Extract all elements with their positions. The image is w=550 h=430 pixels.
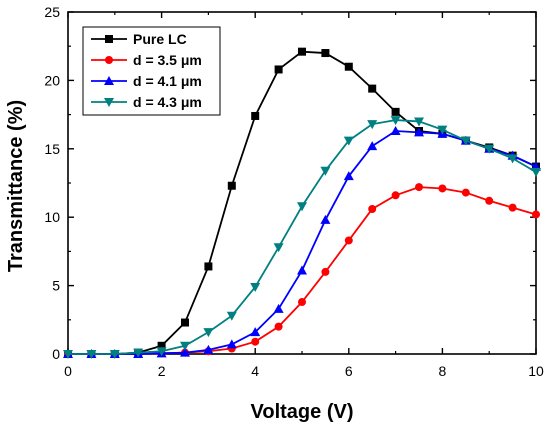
y-tick-label: 5: [52, 278, 60, 294]
data-point: [343, 171, 354, 181]
data-point: [181, 318, 189, 327]
y-tick-label: 10: [44, 209, 60, 225]
data-point: [437, 125, 448, 135]
x-tick-label: 8: [439, 363, 447, 379]
data-point: [391, 107, 400, 116]
data-point: [297, 202, 307, 212]
x-tick-label: 10: [528, 363, 544, 379]
y-tick-label: 20: [44, 72, 60, 88]
series-3: [63, 116, 541, 359]
legend-marker: [105, 35, 113, 43]
x-tick-label: 2: [158, 363, 166, 379]
legend-item: d = 4.1 μm: [91, 73, 202, 89]
data-point: [226, 311, 237, 321]
data-point: [251, 337, 260, 346]
data-point: [227, 181, 236, 190]
data-point: [390, 126, 401, 136]
data-point: [63, 350, 73, 359]
data-point: [226, 339, 237, 349]
x-tick-label: 0: [64, 363, 72, 379]
legend-marker: [105, 56, 113, 64]
data-point: [391, 191, 400, 200]
axes: 0 2 4 6 8 10 0 5 10 15 20 25: [44, 4, 544, 379]
data-point: [180, 341, 190, 351]
data-point: [157, 341, 166, 350]
data-point: [368, 204, 377, 213]
data-point: [298, 47, 306, 56]
data-point: [460, 136, 471, 146]
data-point: [156, 347, 167, 357]
x-tick-label: 4: [251, 363, 259, 379]
data-point: [250, 327, 261, 337]
y-axis-title: Transmittance (%): [5, 100, 27, 272]
series-2: [63, 126, 541, 358]
data-point: [344, 62, 353, 71]
data-point: [367, 120, 378, 130]
legend-label: Pure LC: [133, 31, 187, 47]
data-point: [507, 154, 518, 164]
y-tick-label: 25: [44, 4, 60, 20]
legend-item: d = 4.3 μm: [91, 94, 202, 110]
data-point: [273, 303, 284, 313]
legend-label: d = 4.1 μm: [133, 73, 202, 89]
x-tick-label: 6: [345, 363, 353, 379]
data-point: [203, 328, 214, 338]
y-tick-label: 15: [44, 141, 60, 157]
data-point: [321, 267, 330, 276]
data-point: [320, 166, 331, 176]
data-point: [344, 236, 353, 245]
legend-marker: [104, 98, 114, 107]
data-point: [274, 322, 283, 331]
legend: Pure LC d = 3.5 μm d = 4.1 μm d = 4.3 μm: [82, 26, 221, 116]
legend-item: d = 3.5 μm: [91, 52, 202, 68]
data-point: [414, 127, 424, 137]
data-point: [532, 210, 540, 219]
data-point: [251, 111, 260, 120]
data-point: [485, 196, 494, 205]
data-point: [438, 184, 447, 193]
data-point: [86, 350, 97, 359]
data-point: [274, 65, 283, 74]
data-point: [180, 347, 190, 357]
data-point: [250, 282, 261, 292]
series-line: [68, 119, 537, 355]
legend-label: d = 4.3 μm: [133, 94, 202, 110]
data-point: [204, 262, 213, 271]
data-point: [133, 348, 144, 358]
series-line: [68, 130, 537, 355]
data-point: [297, 265, 307, 275]
x-axis-title: Voltage (V): [251, 401, 354, 423]
data-point: [367, 141, 378, 151]
data-point: [203, 344, 214, 354]
data-point: [414, 117, 424, 127]
y-tick-label: 0: [52, 346, 60, 362]
data-point: [109, 350, 120, 359]
data-point: [484, 144, 495, 154]
data-point: [321, 49, 330, 58]
data-point: [531, 168, 541, 178]
data-point: [320, 214, 331, 224]
data-point: [415, 183, 423, 192]
legend-label: d = 3.5 μm: [133, 52, 202, 68]
legend-item: Pure LC: [91, 31, 187, 47]
legend-marker: [104, 76, 114, 85]
data-point: [461, 188, 470, 197]
data-point: [273, 243, 284, 253]
data-point: [368, 84, 377, 93]
data-point: [298, 298, 306, 307]
data-point: [343, 136, 354, 146]
series-layer: [63, 47, 541, 359]
data-point: [508, 203, 517, 212]
data-point: [390, 116, 401, 126]
